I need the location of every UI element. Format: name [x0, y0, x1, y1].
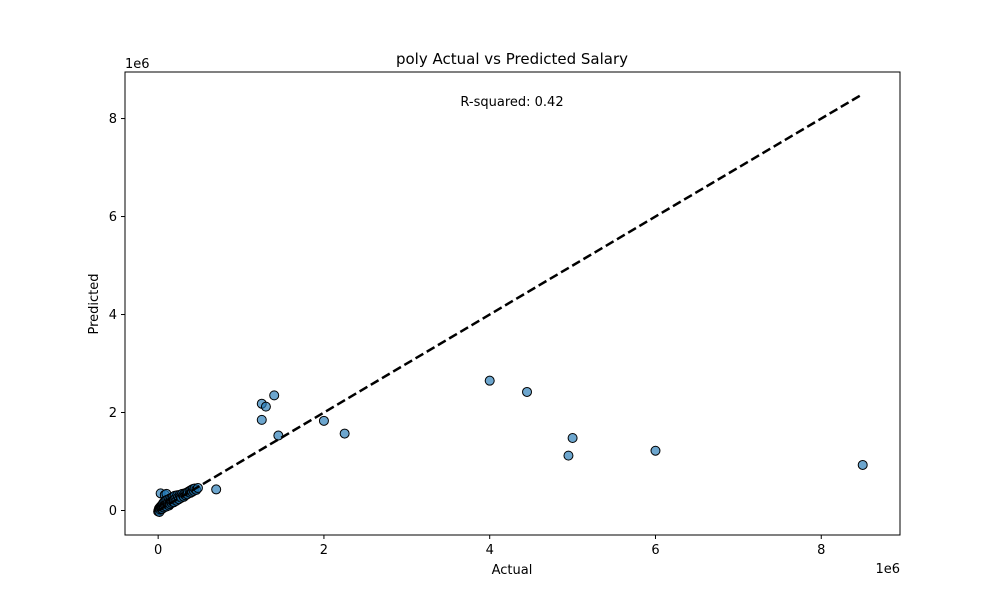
y-tick-label: 6: [109, 210, 117, 225]
data-point: [260, 401, 271, 412]
x-tick-label: 8: [817, 543, 825, 558]
data-point: [484, 375, 495, 386]
x-tick-label: 4: [486, 543, 494, 558]
data-point: [857, 459, 868, 470]
y-tick-label: 4: [109, 308, 117, 323]
y-axis-offset-label: 1e6: [125, 57, 150, 72]
plot-frame: [124, 71, 901, 536]
data-point: [339, 428, 350, 439]
data-point: [563, 450, 574, 461]
y-axis-label: Predicted: [87, 273, 102, 334]
reference-line-layer: [157, 92, 864, 512]
x-axis-label: Actual: [492, 563, 533, 578]
data-point: [650, 445, 661, 456]
data-point: [522, 386, 533, 397]
y-axis-ticks: 0 2 4 6 8: [109, 112, 125, 519]
reference-line: [157, 92, 864, 512]
data-point: [211, 484, 222, 495]
x-axis-ticks: 0 2 4 6 8: [154, 535, 825, 558]
r-squared-annotation: R-squared: 0.42: [460, 95, 563, 110]
data-point: [273, 430, 284, 441]
x-tick-label: 0: [154, 543, 162, 558]
y-tick-label: 0: [109, 504, 117, 519]
x-tick-label: 6: [651, 543, 659, 558]
data-point: [269, 390, 280, 401]
data-point: [256, 414, 267, 425]
data-point: [567, 432, 578, 443]
x-tick-label: 2: [320, 543, 328, 558]
x-axis-offset-label: 1e6: [875, 562, 900, 577]
data-point: [318, 415, 329, 426]
plot-background: [125, 72, 900, 535]
y-tick-label: 8: [109, 112, 117, 127]
y-tick-label: 2: [109, 406, 117, 421]
chart-title: poly Actual vs Predicted Salary: [396, 50, 628, 68]
